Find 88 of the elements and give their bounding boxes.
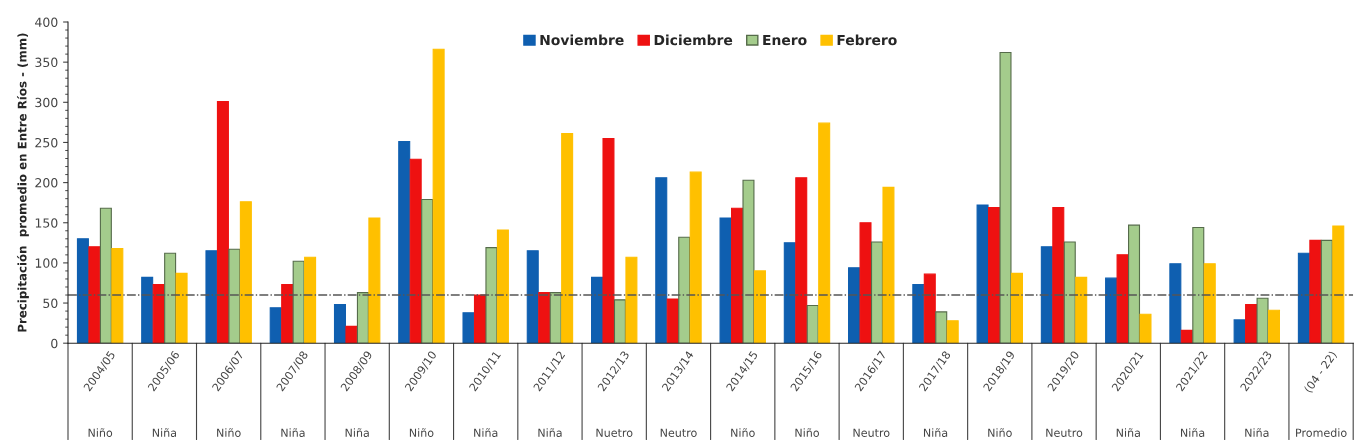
bar: [496, 229, 509, 344]
bar: [625, 256, 638, 344]
bar: [473, 294, 486, 344]
y-tick-label: 50: [43, 298, 58, 308]
bar: [1052, 206, 1065, 344]
bar: [304, 256, 317, 344]
bar: [205, 250, 218, 344]
bar: [678, 236, 691, 344]
bar: [333, 304, 346, 344]
bar: [1203, 263, 1216, 344]
bar: [111, 247, 124, 344]
y-tick-label: 100: [35, 258, 58, 268]
bar: [1309, 239, 1322, 344]
bar: [988, 206, 1001, 344]
y-axis-title: Precipitación promedio en Entre Ríos - (mm): [16, 33, 29, 332]
bar: [602, 137, 615, 344]
y-tick-label: 0: [51, 338, 58, 349]
legend-label: Noviembre: [540, 34, 624, 46]
bar: [666, 298, 679, 344]
y-tick-label: 200: [35, 178, 58, 188]
bar: [462, 312, 475, 344]
bar: [281, 284, 294, 344]
bar: [398, 141, 411, 344]
bar: [976, 204, 989, 344]
bar: [1256, 297, 1269, 344]
bar: [912, 284, 925, 344]
bar: [1267, 309, 1281, 344]
bar: [1128, 224, 1141, 344]
bar: [806, 304, 819, 344]
bar: [88, 246, 101, 344]
category-label: (04 - 22) Promedio: [1296, 350, 1347, 437]
bar: [1233, 319, 1246, 344]
bar: [1245, 304, 1258, 344]
bar: [228, 248, 241, 344]
bar: [99, 207, 112, 344]
bar: [1320, 239, 1333, 344]
bar: [818, 122, 831, 344]
bar: [783, 242, 796, 344]
bar: [730, 207, 744, 344]
bar: [999, 51, 1012, 344]
bar: [1075, 276, 1088, 344]
bar: [923, 273, 936, 344]
bar: [1040, 246, 1053, 344]
bar: [269, 307, 282, 344]
bar: [239, 201, 252, 344]
legend-label: Enero: [763, 34, 807, 46]
bar: [141, 276, 154, 344]
bar: [882, 186, 895, 344]
bar: [742, 179, 755, 344]
bar: [1116, 254, 1129, 344]
y-tick-label: 400: [35, 17, 58, 27]
bar: [753, 270, 766, 344]
bar: [526, 250, 539, 344]
bar: [421, 198, 434, 344]
bar: [485, 247, 498, 344]
bar: [655, 177, 668, 344]
bar: [1297, 252, 1310, 344]
bar: [76, 238, 89, 344]
bar: [859, 222, 872, 344]
bar: [613, 299, 626, 344]
bar: [795, 177, 808, 344]
bar: [216, 100, 229, 344]
y-tick-label: 150: [35, 218, 58, 228]
bar: [368, 217, 381, 344]
bar: [1332, 225, 1345, 344]
legend-label: Febrero: [837, 34, 897, 46]
bar: [175, 272, 188, 344]
bar: [432, 48, 445, 344]
bar: [1063, 241, 1076, 344]
bar: [538, 292, 551, 344]
bar: [1139, 313, 1152, 344]
bar: [946, 320, 959, 344]
bar: [345, 325, 358, 344]
bar: [1192, 227, 1205, 344]
bar: [1169, 263, 1182, 344]
bar: [292, 260, 305, 344]
legend-label: Diciembre: [654, 34, 733, 46]
y-tick-label: 350: [35, 57, 58, 68]
bar: [935, 311, 948, 344]
y-tick-label: 250: [35, 137, 58, 148]
bar: [689, 171, 702, 344]
bar: [409, 158, 422, 344]
bar: [561, 133, 574, 344]
bar: [1010, 272, 1023, 344]
bar: [870, 241, 884, 344]
y-tick-label: 300: [35, 97, 58, 108]
bar: [164, 252, 177, 344]
bar: [719, 217, 732, 344]
